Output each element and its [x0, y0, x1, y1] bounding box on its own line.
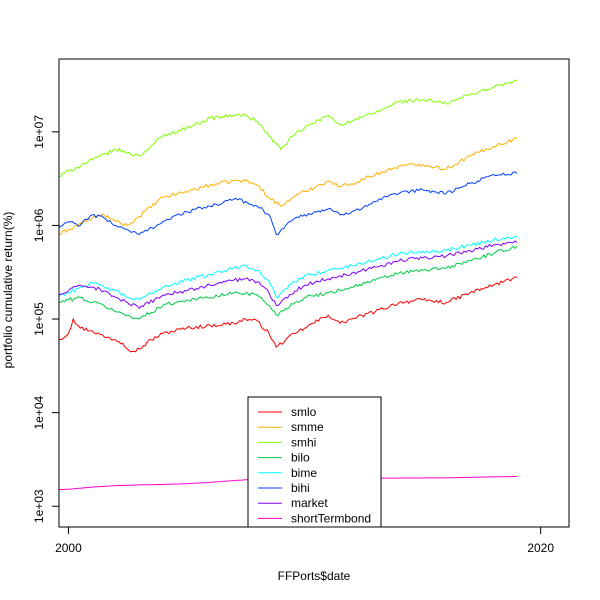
legend-label-bime: bime [291, 466, 317, 480]
y-tick-label: 1e+05 [32, 302, 46, 336]
legend-label-market: market [291, 496, 328, 510]
series-layer [58, 79, 518, 491]
x-tick-label: 2000 [55, 541, 82, 555]
series-line-bilo [58, 245, 518, 320]
legend-label-smme: smme [291, 420, 324, 434]
series-line-smhi [58, 79, 518, 178]
x-tick-label: 2020 [527, 541, 554, 555]
series-line-smlo [58, 276, 518, 353]
legend-label-shortTermbond: shortTermbond [291, 511, 371, 525]
y-tick-label: 1e+03 [32, 489, 46, 523]
y-tick-label: 1e+07 [32, 115, 46, 149]
legend-label-bihi: bihi [291, 481, 310, 495]
series-line-bime [58, 235, 518, 301]
y-axis-label: portfolio cumulative return(%) [1, 212, 15, 369]
y-tick-label: 1e+04 [32, 395, 46, 429]
legend-box [247, 396, 382, 528]
legend-label-smlo: smlo [291, 405, 317, 419]
series-line-market [58, 240, 518, 310]
y-axis: 1e+03 1e+04 1e+05 1e+06 1e+07 [32, 115, 60, 523]
legend-label-bilo: bilo [291, 451, 310, 465]
x-axis-label: FFPorts$date [278, 569, 351, 583]
series-line-bihi [58, 171, 518, 236]
legend-label-smhi: smhi [291, 435, 316, 449]
series-line-smme [58, 137, 518, 235]
y-tick-label: 1e+06 [32, 208, 46, 242]
